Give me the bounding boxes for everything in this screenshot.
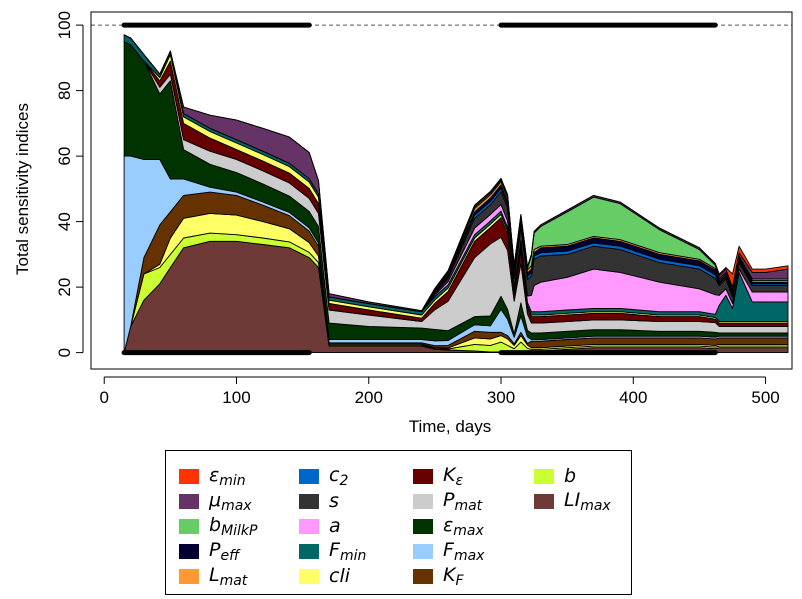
legend-item: Lmat — [179, 564, 257, 589]
x-axis-label: Time, days — [409, 417, 492, 436]
legend-label: Peff — [209, 538, 240, 564]
legend-swatch — [534, 494, 554, 509]
plot-frame — [90, 11, 793, 370]
legend-item: Peff — [179, 539, 257, 564]
legend-label: εmax — [443, 513, 484, 539]
legend-label: cli — [329, 565, 351, 587]
legend-item: Fmax — [413, 539, 484, 564]
legend-swatch — [179, 469, 199, 484]
legend-item: εmax — [413, 514, 484, 539]
y-axis: 0 20 40 60 80 100 — [55, 11, 84, 357]
legend-item: b — [534, 464, 611, 489]
legend: εmin μmax bMilkP Peff Lmat c2 s a Fmin cli Kε Pma… — [165, 450, 632, 595]
x-tick-label: 200 — [355, 388, 383, 407]
legend-label: μmax — [209, 488, 252, 514]
legend-label: LImax — [564, 488, 611, 514]
legend-swatch — [179, 544, 199, 559]
legend-label: Fmax — [443, 538, 485, 564]
y-tick-label: 100 — [55, 11, 74, 39]
sensitivity-chart: 0 100 200 300 400 500 0 20 40 60 80 100 Time, days… — [13, 11, 793, 436]
legend-label: Kε — [443, 463, 464, 489]
legend-swatch — [179, 494, 199, 509]
legend-item: εmin — [179, 464, 257, 489]
legend-swatch — [413, 569, 433, 584]
y-tick-label: 40 — [55, 212, 74, 231]
legend-swatch — [534, 469, 554, 484]
x-tick-label: 500 — [751, 388, 779, 407]
legend-label: b — [564, 465, 577, 487]
legend-swatch — [299, 469, 319, 484]
x-tick-label: 400 — [619, 388, 647, 407]
legend-item: c2 — [299, 464, 366, 489]
area-epsilon-min — [123, 34, 789, 312]
legend-column: b LImax — [534, 464, 611, 514]
y-tick-label: 0 — [55, 348, 74, 357]
y-tick-label: 20 — [55, 278, 74, 297]
legend-swatch — [179, 569, 199, 584]
legend-label: c2 — [329, 463, 349, 489]
y-tick-label: 80 — [55, 81, 74, 100]
legend-label: εmin — [209, 463, 246, 489]
legend-label: a — [329, 515, 341, 537]
legend-swatch — [299, 519, 319, 534]
x-tick-label: 300 — [487, 388, 515, 407]
legend-column: c2 s a Fmin cli — [299, 464, 366, 589]
legend-column: εmin μmax bMilkP Peff Lmat — [179, 464, 257, 589]
legend-item: Kε — [413, 464, 484, 489]
legend-swatch — [413, 519, 433, 534]
legend-item: a — [299, 514, 366, 539]
legend-item: Pmat — [413, 489, 484, 514]
legend-swatch — [413, 469, 433, 484]
x-axis: 0 100 200 300 400 500 — [99, 376, 780, 407]
legend-label: Fmin — [329, 538, 367, 564]
legend-swatch — [413, 494, 433, 509]
legend-item: KF — [413, 564, 484, 589]
legend-swatch — [413, 544, 433, 559]
legend-item: μmax — [179, 489, 257, 514]
stacked-areas — [123, 34, 789, 354]
legend-item: cli — [299, 564, 366, 589]
annotations — [91, 22, 792, 356]
legend-item: Fmin — [299, 539, 366, 564]
y-tick-label: 60 — [55, 147, 74, 166]
y-axis-label: Total sensitivity indices — [13, 103, 32, 275]
legend-swatch — [179, 519, 199, 534]
legend-label: KF — [443, 563, 464, 589]
legend-swatch — [299, 569, 319, 584]
legend-label: s — [329, 490, 339, 512]
legend-label: Pmat — [443, 488, 483, 514]
legend-item: LImax — [534, 489, 611, 514]
legend-label: bMilkP — [209, 513, 258, 539]
legend-swatch — [299, 544, 319, 559]
x-tick-label: 100 — [222, 388, 250, 407]
legend-item: bMilkP — [179, 514, 257, 539]
legend-label: Lmat — [209, 563, 248, 589]
legend-item: s — [299, 489, 366, 514]
x-tick-label: 0 — [99, 388, 108, 407]
legend-swatch — [299, 494, 319, 509]
legend-column: Kε Pmat εmax Fmax KF — [413, 464, 484, 589]
